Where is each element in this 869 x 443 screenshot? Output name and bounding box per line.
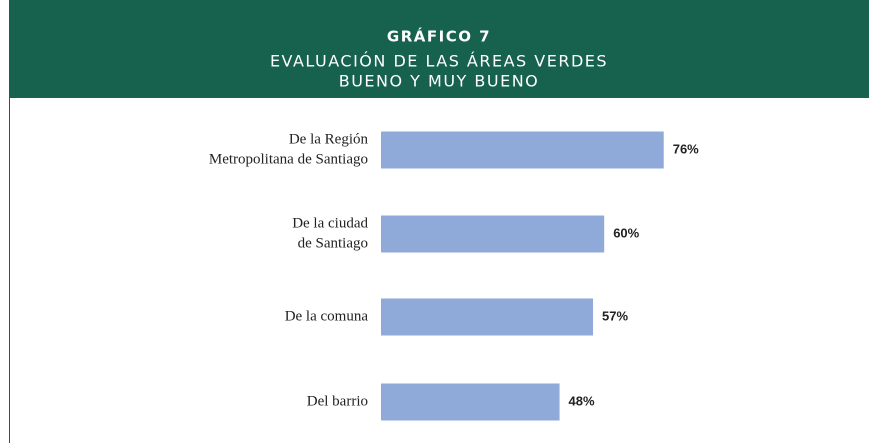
- bar: [381, 215, 605, 253]
- bar: [381, 298, 594, 336]
- category-label: de Santiago: [298, 235, 368, 251]
- value-label: 76%: [673, 141, 699, 156]
- category-label: De la comuna: [285, 308, 369, 324]
- category-label: De la ciudad: [292, 215, 368, 231]
- chart-subtitle: EVALUACIÓN DE LAS ÁREAS VERDES: [270, 52, 608, 71]
- value-label: 57%: [602, 308, 628, 323]
- category-label: Del barrio: [307, 393, 368, 409]
- bar: [381, 383, 560, 421]
- bar: [381, 131, 664, 169]
- chart-title: GRÁFICO 7: [387, 27, 491, 46]
- category-label: Metropolitana de Santiago: [209, 151, 368, 167]
- value-label: 48%: [569, 393, 595, 408]
- chart-subtitle: BUENO Y MUY BUENO: [339, 72, 540, 91]
- header-band: [9, 0, 869, 98]
- category-label: De la Región: [289, 131, 369, 147]
- value-label: 60%: [613, 225, 639, 240]
